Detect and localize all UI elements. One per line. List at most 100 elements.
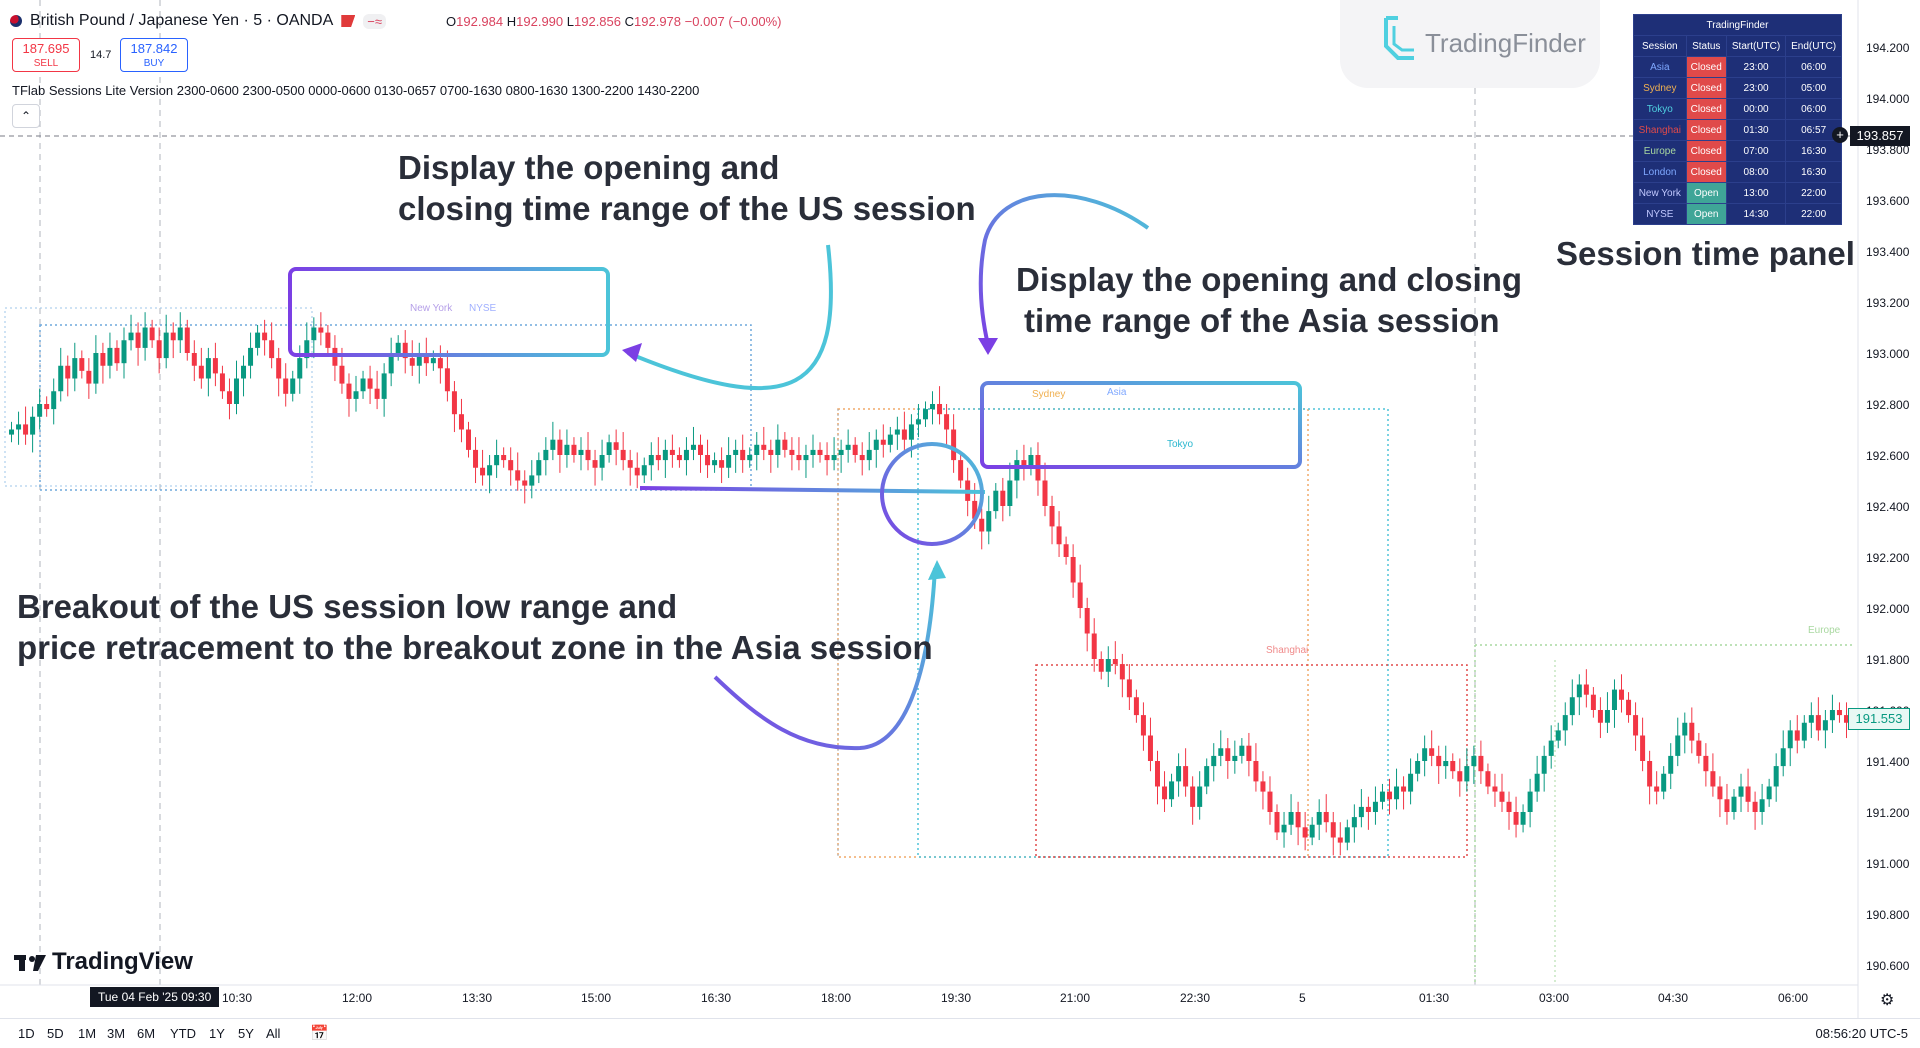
- collapse-legend-button[interactable]: ⌃: [12, 104, 40, 128]
- session-row: Shanghai Closed 01:30 06:57: [1633, 119, 1842, 141]
- candle-body: [1105, 659, 1111, 672]
- range-button-1d[interactable]: 1D: [18, 1026, 35, 1041]
- session-status: Closed: [1685, 119, 1727, 141]
- session-name: Shanghai: [1633, 119, 1687, 141]
- time-tick: 03:00: [1539, 991, 1570, 1005]
- price-tick: 193.000: [1866, 347, 1910, 361]
- candle-body: [1562, 715, 1568, 731]
- candle-body: [901, 429, 907, 440]
- sell-button[interactable]: 187.695 SELL: [12, 38, 80, 72]
- candle-body: [1302, 827, 1308, 838]
- candle-body: [65, 365, 71, 379]
- candle-body: [894, 429, 900, 435]
- candle-body: [1576, 684, 1582, 698]
- candle-body: [23, 424, 29, 435]
- price-tick: 191.200: [1866, 806, 1910, 820]
- candle-body: [958, 460, 964, 481]
- candle-body: [1506, 801, 1512, 812]
- range-button-ytd[interactable]: YTD: [170, 1026, 196, 1041]
- session-status: Open: [1685, 182, 1727, 204]
- candle-body: [1014, 460, 1020, 481]
- candle-body: [1843, 715, 1849, 723]
- breakout-circle: [880, 442, 984, 546]
- candle-body: [1752, 801, 1758, 812]
- candle-body: [297, 358, 303, 379]
- utc-clock[interactable]: 08:56:20 UTC-5: [1815, 1026, 1909, 1041]
- indicator-legend[interactable]: TFlab Sessions Lite Version 2300-0600 23…: [12, 83, 700, 98]
- range-button-1m[interactable]: 1M: [78, 1026, 97, 1041]
- candle-body: [747, 455, 753, 461]
- time-tick: 22:30: [1180, 991, 1211, 1005]
- candle-body: [1738, 786, 1744, 797]
- candle-body: [198, 365, 204, 379]
- candle-body: [51, 391, 57, 410]
- session-status: Closed: [1685, 56, 1727, 78]
- candle-body: [852, 444, 858, 455]
- candle-body: [1485, 771, 1491, 787]
- candle-body: [1070, 557, 1076, 583]
- bottom-toolbar: [0, 1018, 1920, 1048]
- crosshair-plus-icon[interactable]: +: [1832, 127, 1848, 143]
- session-start: 08:00: [1725, 161, 1787, 183]
- candle-body: [451, 391, 457, 415]
- buy-button[interactable]: 187.842 BUY: [120, 38, 188, 72]
- candle-body: [726, 455, 732, 468]
- candle-body: [1056, 526, 1062, 545]
- candle-body: [824, 455, 830, 461]
- candle-body: [1780, 748, 1786, 767]
- candle-body: [1372, 801, 1378, 812]
- candle-body: [1084, 608, 1090, 634]
- shanghai-label: Shanghai: [1266, 645, 1309, 656]
- candle-body: [339, 365, 345, 384]
- candle-body: [212, 358, 218, 374]
- candle-body: [1415, 761, 1421, 774]
- range-button-all[interactable]: All: [266, 1026, 281, 1041]
- candle-body: [1534, 773, 1540, 792]
- candle-body: [1253, 761, 1259, 782]
- candle-body: [922, 409, 928, 420]
- price-tick: 191.000: [1866, 857, 1910, 871]
- crosshair-price-tag: 193.857: [1850, 126, 1910, 146]
- candle-body: [1401, 786, 1407, 792]
- time-tick: 16:30: [701, 991, 732, 1005]
- candle-body: [1204, 766, 1210, 787]
- candle-body: [937, 404, 943, 415]
- candle-body: [1527, 791, 1533, 812]
- candle-body: [1773, 766, 1779, 787]
- candle-body: [269, 340, 275, 359]
- date-range-calendar-icon[interactable]: 📅: [310, 1025, 329, 1042]
- candle-body: [466, 429, 471, 450]
- europe-label: Europe: [1808, 625, 1841, 636]
- candle-body: [1492, 786, 1498, 792]
- range-button-5y[interactable]: 5Y: [238, 1026, 254, 1041]
- candle-body: [184, 327, 190, 353]
- candle-body: [1443, 761, 1449, 767]
- time-tick: 5: [1299, 991, 1306, 1005]
- candle-body: [1246, 745, 1252, 761]
- range-button-1y[interactable]: 1Y: [209, 1026, 225, 1041]
- candle-body: [135, 332, 141, 348]
- candle-body: [908, 424, 914, 440]
- candle-body: [1597, 710, 1603, 723]
- candle-body: [1745, 786, 1751, 802]
- candle-body: [16, 424, 22, 430]
- compare-icon[interactable]: −≈: [363, 13, 387, 29]
- session-start: 14:30: [1725, 203, 1787, 225]
- range-button-6m[interactable]: 6M: [137, 1026, 156, 1041]
- candle-body: [1042, 480, 1048, 506]
- candle-body: [761, 444, 767, 450]
- range-button-3m[interactable]: 3M: [107, 1026, 126, 1041]
- candle-body: [1239, 745, 1245, 756]
- candle-body: [690, 444, 696, 450]
- time-tick: 06:00: [1778, 991, 1809, 1005]
- candle-body: [1682, 722, 1688, 736]
- candle-body: [1218, 748, 1224, 756]
- range-button-5d[interactable]: 5D: [47, 1026, 64, 1041]
- chart-settings-gear-icon[interactable]: ⚙: [1880, 992, 1895, 1009]
- session-row: New York Open 13:00 22:00: [1633, 182, 1842, 204]
- symbol-title[interactable]: British Pound / Japanese Yen · 5 · OANDA…: [10, 12, 387, 30]
- flag-marker-icon[interactable]: [341, 15, 356, 27]
- time-tick: 19:30: [941, 991, 972, 1005]
- candle-body: [627, 460, 633, 468]
